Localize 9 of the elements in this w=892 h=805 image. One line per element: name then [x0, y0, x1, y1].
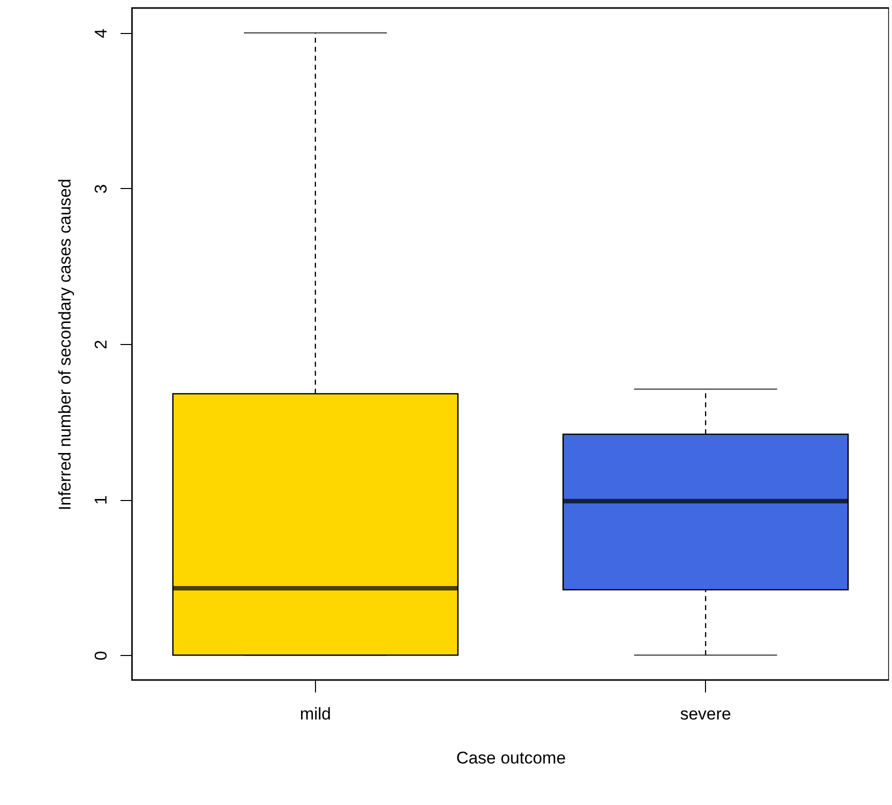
- x-tick-label: mild: [300, 704, 331, 724]
- y-tick-label: 4: [92, 28, 110, 38]
- y-tick-label: 0: [92, 650, 110, 660]
- y-tick-label: 1: [92, 495, 110, 505]
- y-tick-label: 2: [92, 340, 110, 350]
- y-axis-title: Inferred number of secondary cases caused: [56, 178, 74, 510]
- x-tick-label: severe: [680, 704, 732, 724]
- y-tick-label: 3: [92, 184, 110, 194]
- x-axis-title: Case outcome: [456, 748, 566, 768]
